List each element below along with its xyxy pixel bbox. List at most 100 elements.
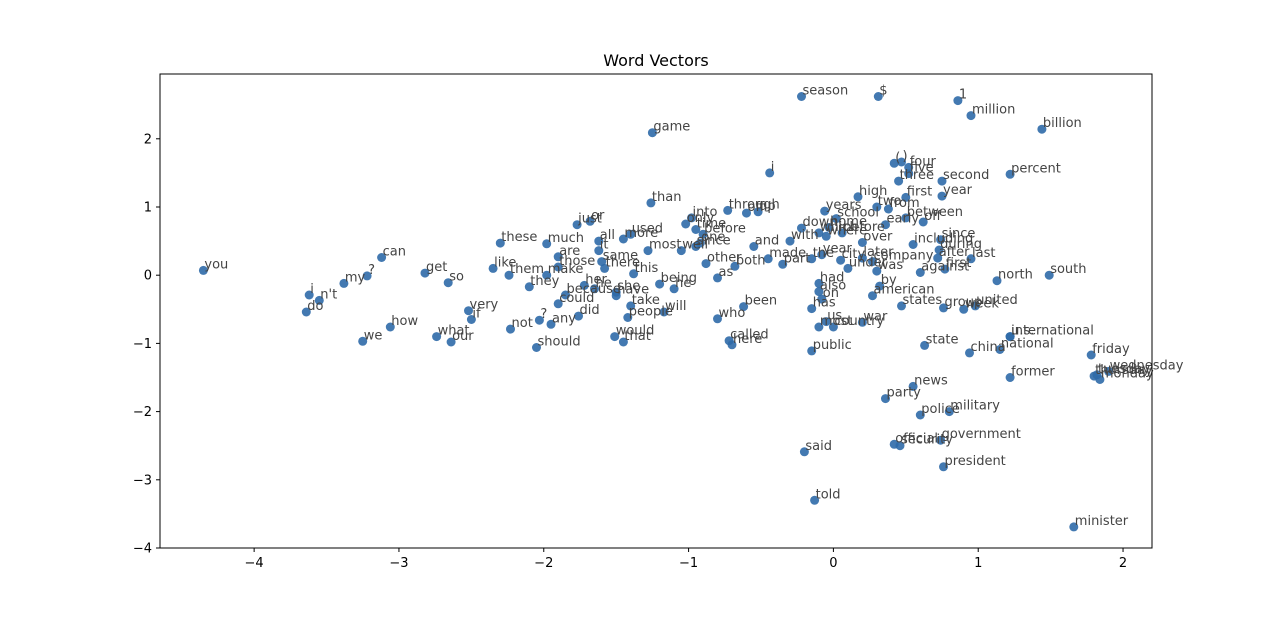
point-label: those [559, 254, 595, 269]
data-point [594, 236, 604, 246]
data-point [629, 269, 639, 279]
data-point [713, 273, 722, 283]
data-point [934, 245, 944, 255]
data-point [868, 291, 877, 301]
point-label: like [494, 255, 516, 270]
data-point [553, 262, 563, 272]
point-label: former [1011, 365, 1055, 380]
point-label: he [596, 276, 612, 291]
point-label: was [878, 258, 904, 273]
point-label: national [1001, 337, 1054, 352]
point-label: four [910, 154, 937, 169]
data-point [807, 254, 817, 264]
point-label: through [729, 197, 780, 212]
x-tick-label: 1 [974, 556, 982, 571]
point-label: news [914, 373, 948, 388]
data-point [883, 204, 893, 214]
data-point [691, 225, 701, 234]
data-point [695, 238, 705, 248]
data-point [778, 259, 788, 269]
point-label: this [635, 261, 659, 276]
point-label: over [863, 230, 893, 245]
point-label: school [837, 206, 879, 221]
point-label: five [910, 161, 934, 176]
point-label: city [842, 247, 866, 262]
data-point [585, 216, 595, 226]
point-label: thursday [1095, 363, 1153, 378]
data-point [872, 202, 882, 212]
data-point [831, 214, 841, 224]
data-point [655, 279, 665, 289]
point-label: and [755, 234, 779, 249]
data-point [618, 234, 628, 244]
chart-title: Word Vectors [603, 51, 709, 70]
data-point [821, 317, 831, 327]
point-label: there [606, 255, 640, 270]
point-label: first [907, 184, 932, 199]
data-point [524, 282, 534, 292]
data-point [872, 266, 882, 276]
point-label: do [307, 299, 323, 314]
point-label: both [736, 253, 766, 268]
point-label: are [559, 244, 580, 259]
point-label: million [972, 103, 1015, 118]
data-point [897, 157, 906, 167]
point-label: north [998, 268, 1033, 283]
data-point [532, 343, 541, 352]
data-point [807, 304, 817, 314]
data-point [546, 319, 556, 329]
point-label: home [830, 215, 867, 230]
point-label: we [364, 328, 383, 343]
data-point [506, 324, 515, 334]
point-label: what [438, 324, 470, 339]
data-point [937, 176, 947, 186]
data-point [698, 229, 708, 239]
point-label: military [950, 399, 1000, 414]
data-point [687, 213, 696, 223]
data-point [713, 314, 722, 324]
data-point [579, 280, 589, 290]
data-point [810, 495, 820, 505]
point-label: $ [879, 84, 887, 99]
data-point [807, 346, 817, 356]
point-label: most [649, 238, 682, 253]
x-tick-label: 0 [829, 556, 837, 571]
x-tick-label: −4 [245, 556, 264, 571]
x-tick-label: −2 [534, 556, 553, 571]
point-label: said [805, 439, 832, 454]
point-label: did [580, 303, 600, 318]
point-label: any [552, 311, 576, 326]
data-point [623, 313, 633, 322]
point-label: game [653, 120, 690, 135]
point-label: billion [1043, 116, 1082, 131]
point-label: have [617, 283, 649, 298]
point-label: it [600, 238, 609, 253]
data-point [785, 236, 795, 246]
data-point [504, 270, 514, 280]
point-label: more [624, 226, 658, 241]
point-label: first [946, 256, 971, 271]
point-label: down [803, 215, 838, 230]
data-point [889, 158, 899, 168]
data-point [915, 268, 925, 277]
data-point [966, 111, 976, 121]
data-point [377, 253, 387, 262]
point-label: ) [903, 149, 908, 164]
data-point [1005, 332, 1015, 342]
y-tick-label: −2 [133, 405, 152, 420]
data-point [432, 332, 442, 342]
point-label: tuesday [1098, 362, 1150, 377]
point-label: because [567, 282, 621, 297]
data-point [542, 239, 552, 249]
point-label: people [629, 305, 673, 320]
point-label: if [472, 307, 481, 322]
data-point [749, 242, 759, 251]
point-label: much [548, 231, 584, 246]
data-point [797, 92, 806, 101]
data-point [659, 307, 669, 317]
point-label: than [652, 190, 682, 205]
data-point [669, 284, 679, 294]
point-label: her [585, 272, 607, 287]
point-label: same [603, 249, 638, 264]
